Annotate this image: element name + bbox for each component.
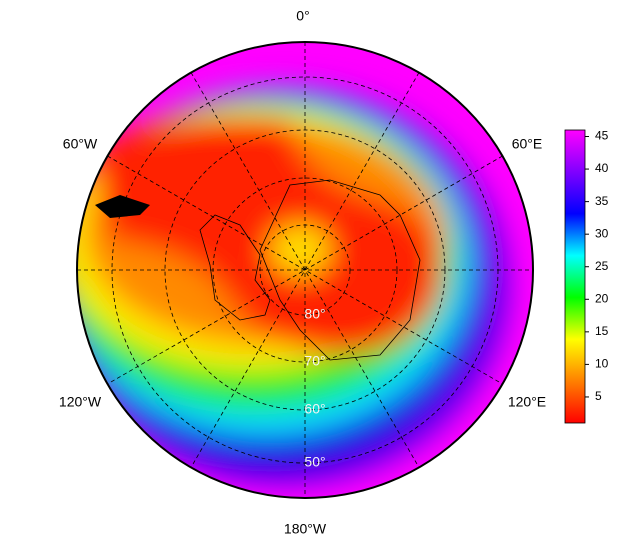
colorbar-tick-label: 15 [595, 324, 609, 338]
latitude-label: 70° [304, 353, 325, 369]
coastline [95, 195, 150, 218]
longitude-label: 60°E [512, 136, 543, 152]
colorbar-bar [564, 129, 586, 424]
colorbar-tick-label: 30 [595, 226, 609, 240]
latitude-label: 50° [304, 454, 325, 470]
colorbar-tick-label: 10 [595, 357, 609, 371]
longitude-label: 120°E [508, 394, 546, 410]
longitude-label: 180°W [284, 521, 327, 537]
longitude-label: 0° [296, 8, 309, 24]
colorbar-tick-label: 5 [595, 389, 602, 403]
map-frame [76, 41, 534, 499]
colorbar-tick-label: 35 [595, 194, 609, 208]
coastline [199, 179, 421, 361]
longitude-label: 120°W [59, 394, 102, 410]
latitude-label: 60° [304, 401, 325, 417]
latitude-label: 80° [304, 306, 325, 322]
colorbar-tick-label: 20 [595, 291, 609, 305]
colorbar-tick-label: 40 [595, 161, 609, 175]
longitude-label: 60°W [63, 136, 98, 152]
field [77, 42, 533, 498]
graticule [77, 42, 533, 498]
colorbar: 5 10 15 20 25 30 35 40 45 [564, 129, 609, 424]
colorbar-tick-label: 45 [595, 129, 609, 143]
colorbar-tick-label: 25 [595, 259, 609, 273]
